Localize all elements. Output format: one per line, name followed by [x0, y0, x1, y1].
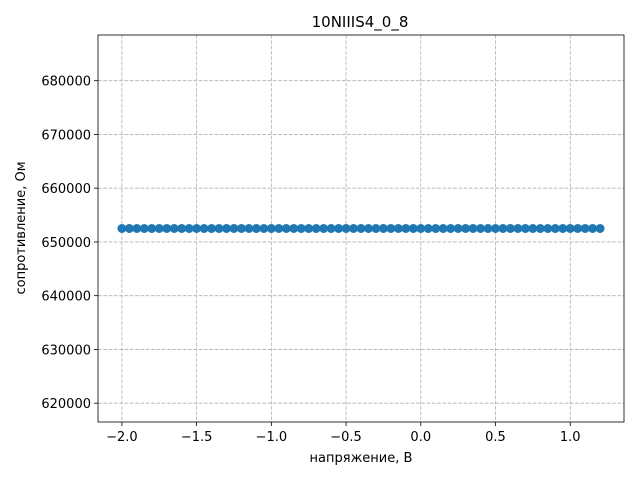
data-point — [401, 224, 411, 233]
data-point — [580, 224, 590, 233]
x-axis: −2.0 −1.5 −1.0 −0.5 0.0 0.5 1.0 — [106, 422, 581, 445]
x-tick-label: 1.0 — [560, 430, 581, 445]
data-point — [214, 224, 224, 233]
data-point — [162, 224, 172, 233]
data-point — [483, 224, 493, 233]
data-point — [132, 224, 142, 233]
data-point — [266, 224, 276, 233]
data-point — [498, 224, 508, 233]
x-tick-label: −1.0 — [256, 430, 288, 445]
data-point — [349, 224, 359, 233]
x-axis-label: напряжение, В — [310, 451, 413, 466]
data-point — [222, 224, 232, 233]
data-point — [169, 224, 179, 233]
data-point — [207, 224, 217, 233]
data-point — [453, 224, 463, 233]
y-tick-label: 640000 — [41, 290, 91, 305]
data-point — [520, 224, 530, 233]
data-point — [378, 224, 388, 233]
data-point — [319, 224, 329, 233]
data-point — [192, 224, 202, 233]
data-point — [311, 224, 321, 233]
x-tick-label: −0.5 — [330, 430, 362, 445]
data-point — [274, 224, 284, 233]
data-point — [251, 224, 261, 233]
data-point — [371, 224, 381, 233]
data-point — [356, 224, 366, 233]
data-point — [573, 224, 583, 233]
data-point — [408, 224, 418, 233]
data-point — [124, 224, 134, 233]
data-series — [117, 224, 605, 233]
data-point — [423, 224, 433, 233]
data-point — [229, 224, 239, 233]
data-point — [588, 224, 598, 233]
data-point — [416, 224, 426, 233]
data-point — [177, 224, 187, 233]
y-tick-label: 660000 — [41, 182, 91, 197]
data-point — [341, 224, 351, 233]
y-tick-label: 630000 — [41, 343, 91, 358]
data-point — [236, 224, 246, 233]
data-point — [595, 224, 605, 233]
y-tick-label: 680000 — [41, 75, 91, 90]
data-point — [543, 224, 553, 233]
x-tick-label: −1.5 — [181, 430, 213, 445]
data-point — [334, 224, 344, 233]
x-tick-label: 0.0 — [410, 430, 431, 445]
data-point — [184, 224, 194, 233]
data-point — [117, 224, 127, 233]
data-point — [154, 224, 164, 233]
data-point — [565, 224, 575, 233]
data-point — [505, 224, 515, 233]
y-tick-label: 620000 — [41, 397, 91, 412]
data-point — [558, 224, 568, 233]
data-point — [304, 224, 314, 233]
data-point — [363, 224, 373, 233]
data-point — [393, 224, 403, 233]
y-tick-label: 650000 — [41, 236, 91, 251]
plot-frame — [97, 34, 625, 423]
data-point — [490, 224, 500, 233]
data-point — [535, 224, 545, 233]
data-point — [289, 224, 299, 233]
y-axis-label: сопротивление, Ом — [14, 161, 29, 294]
data-point — [281, 224, 291, 233]
data-point — [296, 224, 306, 233]
x-tick-label: −2.0 — [106, 430, 138, 445]
data-point — [199, 224, 209, 233]
data-point — [513, 224, 523, 233]
data-point — [446, 224, 456, 233]
y-tick-label: 670000 — [41, 128, 91, 143]
data-point — [259, 224, 269, 233]
data-point — [386, 224, 396, 233]
y-axis: 620000 630000 640000 650000 660000 670000 6800… — [41, 75, 98, 412]
data-point — [461, 224, 471, 233]
data-point — [468, 224, 478, 233]
data-point — [431, 224, 441, 233]
data-point — [550, 224, 560, 233]
x-tick-label: 0.5 — [485, 430, 506, 445]
data-point — [147, 224, 157, 233]
chart-title: 10NIIIS4_0_8 — [312, 13, 409, 32]
data-point — [244, 224, 254, 233]
data-point — [528, 224, 538, 233]
data-point — [139, 224, 149, 233]
data-point — [326, 224, 336, 233]
data-point — [438, 224, 448, 233]
data-point — [476, 224, 486, 233]
